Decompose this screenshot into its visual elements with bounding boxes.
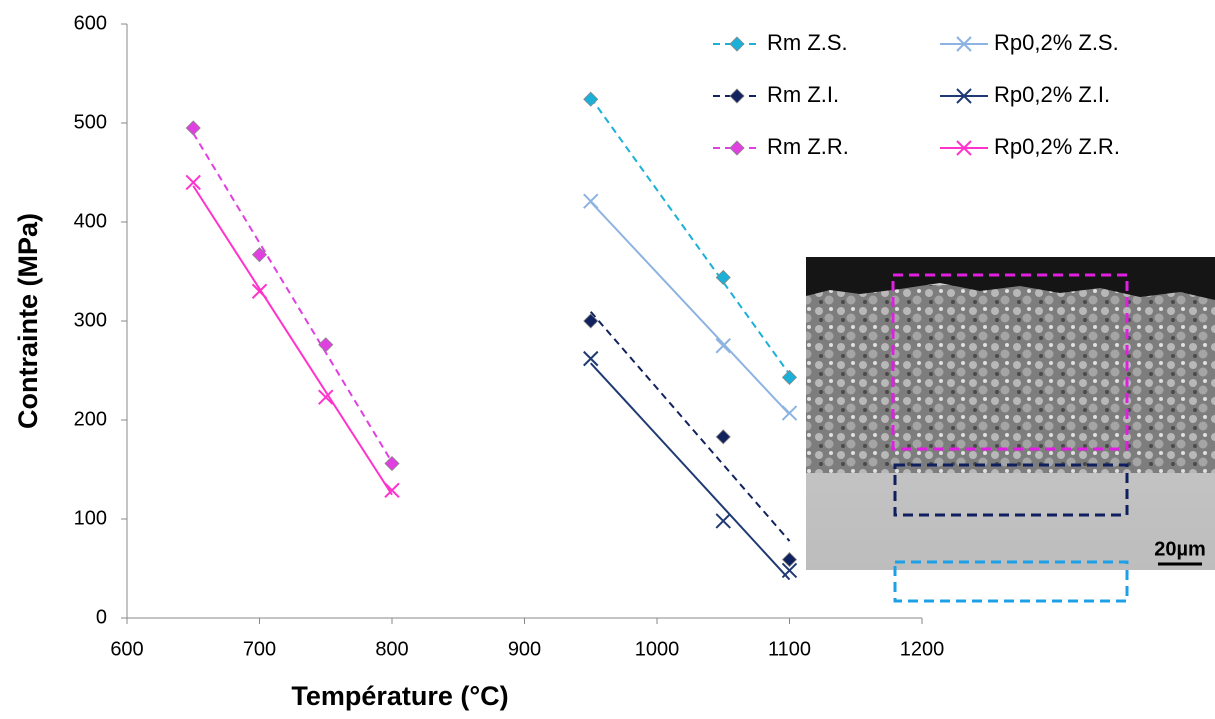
marker-cross bbox=[318, 389, 334, 405]
legend-marker bbox=[729, 36, 745, 52]
legend-item: Rp0,2% Z.R. bbox=[940, 134, 1120, 159]
legend-item: Rm Z.I. bbox=[713, 82, 839, 107]
legend-marker bbox=[956, 36, 972, 52]
y-tick-label: 400 bbox=[74, 210, 107, 232]
marker-diamond bbox=[781, 369, 798, 385]
x-axis-title: Température (°C) bbox=[291, 681, 508, 711]
y-tick-label: 100 bbox=[74, 507, 107, 529]
y-tick-label: 0 bbox=[96, 606, 107, 628]
x-tick-label: 1200 bbox=[900, 638, 945, 660]
legend-marker bbox=[956, 88, 972, 104]
marker-diamond bbox=[384, 455, 400, 472]
legend-label: Rm Z.R. bbox=[767, 134, 849, 159]
legend-marker bbox=[729, 88, 745, 104]
legend-label: Rm Z.I. bbox=[767, 82, 839, 107]
trend-line bbox=[590, 201, 791, 416]
x-tick-label: 1000 bbox=[635, 638, 680, 660]
y-tick-label: 500 bbox=[74, 111, 107, 133]
micrograph: 20µm bbox=[806, 257, 1215, 603]
marker-diamond bbox=[318, 337, 334, 353]
marker-diamond bbox=[715, 269, 731, 286]
legend-marker bbox=[956, 140, 972, 156]
marker-cross bbox=[715, 513, 731, 529]
x-tick-label: 600 bbox=[110, 638, 143, 660]
marker-diamond bbox=[715, 429, 731, 445]
y-tick-label: 200 bbox=[74, 408, 107, 430]
trend-line bbox=[192, 132, 393, 463]
x-tick-label: 800 bbox=[375, 638, 408, 660]
marker-cross bbox=[384, 482, 400, 498]
trend-line bbox=[589, 311, 791, 542]
marker-cross bbox=[781, 562, 798, 579]
marker-diamond bbox=[583, 91, 599, 107]
marker-diamond bbox=[583, 313, 599, 329]
legend-item: Rp0,2% Z.I. bbox=[940, 82, 1110, 107]
y-axis-title: Contrainte (MPa) bbox=[13, 213, 43, 429]
marker-cross bbox=[251, 283, 268, 300]
legend-label: Rp0,2% Z.I. bbox=[994, 82, 1110, 107]
marker-diamond bbox=[251, 247, 268, 263]
legend-item: Rm Z.S. bbox=[713, 30, 848, 55]
legend-label: Rp0,2% Z.R. bbox=[994, 134, 1120, 159]
marker-cross bbox=[583, 193, 599, 209]
x-tick-label: 900 bbox=[508, 638, 541, 660]
x-tick-label: 700 bbox=[243, 638, 276, 660]
legend-marker bbox=[729, 140, 745, 156]
legend-item: Rm Z.R. bbox=[713, 134, 849, 159]
marker-cross bbox=[781, 405, 798, 421]
y-tick-label: 300 bbox=[74, 309, 107, 331]
y-tick-label: 600 bbox=[74, 12, 107, 34]
scale-label: 20µm bbox=[1154, 538, 1206, 560]
trend-line bbox=[589, 97, 791, 375]
x-tick-label: 1100 bbox=[768, 638, 811, 660]
marker-diamond bbox=[781, 552, 798, 568]
legend-label: Rm Z.S. bbox=[767, 30, 848, 55]
marker-cross bbox=[583, 350, 599, 367]
trend-line bbox=[192, 185, 393, 496]
legend-item: Rp0,2% Z.S. bbox=[940, 30, 1119, 55]
legend: Rm Z.S. Rp0,2% Z.S. Rm Z.I. Rp0,2% Z.I. Rm Z… bbox=[713, 30, 1120, 159]
marker-diamond bbox=[185, 120, 201, 136]
trend-line bbox=[590, 362, 791, 581]
legend-label: Rp0,2% Z.S. bbox=[994, 30, 1119, 55]
marker-cross bbox=[185, 174, 201, 191]
marker-cross bbox=[715, 338, 731, 354]
